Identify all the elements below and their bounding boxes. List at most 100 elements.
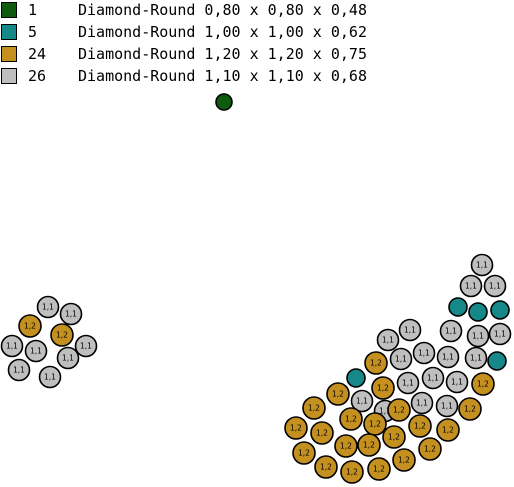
legend-row-teal: 5 Diamond-Round 1,00 x 1,00 x 0,62 (0, 22, 514, 44)
stone-size-label: 1,2 (414, 422, 426, 431)
stone-circle (483, 274, 507, 298)
stone-circle (310, 421, 334, 445)
stone-gold: 1,2 (314, 455, 338, 479)
stone-circle (466, 324, 490, 348)
stone-circle (398, 318, 422, 342)
stone-circle (448, 297, 468, 317)
stone-circle (24, 339, 48, 363)
stone-circle (326, 382, 350, 406)
legend-description: Diamond-Round 0,80 x 0,80 x 0,48 (78, 1, 367, 19)
stone-circle (334, 434, 358, 458)
stone-gold: 1,2 (392, 448, 416, 472)
stone-circle (284, 416, 308, 440)
stone-gold: 1,2 (339, 407, 363, 431)
stone-circle (50, 323, 74, 347)
stone-circle (357, 433, 381, 457)
stone-teal (468, 302, 488, 322)
stone-size-label: 1,1 (395, 355, 407, 364)
stone-circle (74, 334, 98, 358)
stone-circle (464, 346, 488, 370)
legend-row-green: 1 Diamond-Round 0,80 x 0,80 x 0,48 (0, 0, 514, 22)
stone-size-label: 1,2 (345, 415, 357, 424)
stone-size-label: 1,2 (332, 390, 344, 399)
stone-size-label: 1,2 (369, 420, 381, 429)
stone-size-label: 1,1 (418, 349, 430, 358)
stone-circle (382, 425, 406, 449)
stone-circle (350, 389, 374, 413)
stone-size-label: 1,2 (464, 405, 476, 414)
stone-circle (59, 302, 83, 326)
stone-gray: 1,1 (389, 347, 413, 371)
stone-gold: 1,2 (363, 412, 387, 436)
stone-circle (410, 391, 434, 415)
stone-circle (445, 370, 469, 394)
stone-size-label: 1,2 (340, 442, 352, 451)
stone-circle (392, 448, 416, 472)
stone-circle (314, 455, 338, 479)
stone-size-label: 1,2 (373, 465, 385, 474)
stone-size-label: 1,1 (44, 373, 56, 382)
stone-size-label: 1,1 (6, 342, 18, 351)
stone-size-label: 1,1 (382, 336, 394, 345)
stone-gray: 1,1 (436, 345, 460, 369)
stone-size-label: 1,2 (24, 322, 36, 331)
stone-gold: 1,2 (340, 460, 364, 484)
stone-green (215, 93, 233, 111)
stone-size-label: 1,1 (451, 378, 463, 387)
stone-teal (346, 368, 366, 388)
stone-circle (7, 358, 31, 382)
stone-size-label: 1,2 (308, 404, 320, 413)
stone-gray: 1,1 (412, 341, 436, 365)
stone-gold: 1,2 (302, 396, 326, 420)
stone-circle (468, 302, 488, 322)
stone-size-label: 1,1 (489, 282, 501, 291)
stone-gray: 1,1 (466, 324, 490, 348)
stone-gray: 1,1 (483, 274, 507, 298)
stone-gold: 1,2 (334, 434, 358, 458)
stone-size-label: 1,1 (404, 326, 416, 335)
legend-row-gray: 26 Diamond-Round 1,10 x 1,10 x 0,68 (0, 66, 514, 88)
stone-circle (18, 314, 42, 338)
stone-size-label: 1,2 (377, 384, 389, 393)
stone-circle (36, 295, 60, 319)
stone-gray: 1,1 (59, 302, 83, 326)
stone-gray: 1,1 (421, 366, 445, 390)
stone-circle (387, 398, 411, 422)
stone-gray: 1,1 (396, 371, 420, 395)
stone-size-label: 1,2 (442, 426, 454, 435)
stone-gray: 1,1 (24, 339, 48, 363)
stone-size-label: 1,2 (370, 359, 382, 368)
stone-circle (367, 457, 391, 481)
stone-size-label: 1,1 (42, 303, 54, 312)
stone-gold: 1,2 (436, 418, 460, 442)
stone-circle (488, 322, 512, 346)
stone-circle (396, 371, 420, 395)
stone-circle (38, 365, 62, 389)
stone-size-label: 1,1 (80, 342, 92, 351)
stone-circle (371, 376, 395, 400)
legend-count: 1 (28, 1, 38, 19)
stone-size-label: 1,1 (30, 347, 42, 356)
stone-teal (490, 300, 510, 320)
stone-size-label: 1,2 (363, 441, 375, 450)
stone-circle (56, 346, 80, 370)
stone-gray: 1,1 (435, 394, 459, 418)
stone-circle (339, 407, 363, 431)
stone-circle (0, 334, 24, 358)
stone-gold: 1,2 (418, 437, 442, 461)
stone-gray: 1,1 (410, 391, 434, 415)
legend-description: Diamond-Round 1,20 x 1,20 x 0,75 (78, 45, 367, 63)
stone-size-label: 1,1 (379, 407, 391, 416)
stone-circle (346, 368, 366, 388)
stone-circle (458, 397, 482, 421)
stone-circle (436, 345, 460, 369)
stone-size-label: 1,1 (445, 327, 457, 336)
stone-gold: 1,2 (471, 372, 495, 396)
stone-circle (421, 366, 445, 390)
stone-gold: 1,2 (357, 433, 381, 457)
stone-gray: 1,1 (488, 322, 512, 346)
stone-size-label: 1,2 (346, 468, 358, 477)
stone-size-label: 1,1 (470, 354, 482, 363)
stone-circle (490, 300, 510, 320)
